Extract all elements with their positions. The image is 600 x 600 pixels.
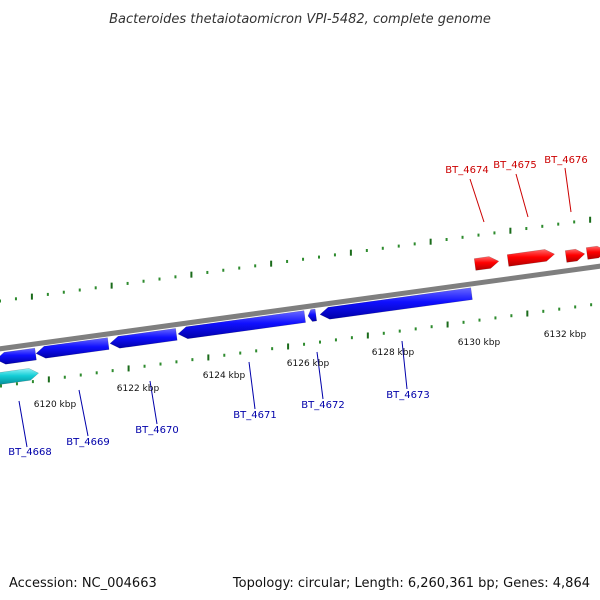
reverse-strand-genes [0,287,473,365]
reverse-gene-label[interactable]: BT_4671 [233,410,276,421]
reverse-label-leader [149,380,158,425]
reverse-gene-arrow[interactable] [35,337,110,359]
accession-text: Accession: NC_004663 [9,576,157,591]
reverse-label-leader [78,389,89,437]
kbp-scale-label: 6120 kbp [34,400,77,410]
genome-summary-text: Topology: circular; Length: 6,260,361 bp… [232,576,590,591]
reverse-gene-arrow[interactable] [177,310,306,339]
forward-label-leader [469,178,485,223]
reverse-gene-labels: BT_4668 BT_4669 BT_4670 BT_4671 BT_4672 BT_46… [8,340,430,458]
kbp-scale-label: 6124 kbp [203,371,246,381]
kbp-scale: 6120 kbp 6122 kbp 6124 kbp 6126 kbp 6128 kbp… [34,330,587,410]
forward-gene-label[interactable]: BT_4676 [544,155,587,166]
reverse-label-leader [248,361,256,410]
forward-gene-arrow[interactable] [473,256,500,271]
feature-arrow[interactable] [0,368,40,385]
kbp-scale-label: 6132 kbp [544,330,587,340]
forward-label-leader [564,167,572,213]
kbp-scale-label: 6128 kbp [372,348,415,358]
reverse-gene-label[interactable]: BT_4673 [386,390,429,401]
upper-tick-track [0,216,592,303]
reverse-label-leader [18,400,28,448]
other-features [0,368,40,385]
genome-backbone [0,263,600,352]
kbp-scale-label: 6130 kbp [458,338,501,348]
reverse-gene-arrow[interactable] [319,287,473,320]
forward-label-leader [515,173,529,218]
forward-strand-genes [473,245,600,271]
reverse-gene-label[interactable]: BT_4670 [135,425,178,436]
map-title: Bacteroides thetaiotaomicron VPI-5482, c… [109,12,491,27]
forward-gene-label[interactable]: BT_4674 [445,165,488,176]
kbp-scale-label: 6126 kbp [287,359,330,369]
kbp-scale-label: 6122 kbp [117,384,160,394]
forward-gene-arrow[interactable] [506,249,556,267]
reverse-gene-arrow[interactable] [0,347,37,365]
reverse-gene-arrow[interactable] [109,328,178,349]
reverse-label-leader [401,340,408,390]
reverse-gene-label[interactable]: BT_4669 [66,437,109,448]
reverse-label-leader [316,351,324,400]
lower-tick-track [0,303,593,388]
reverse-gene-label[interactable]: BT_4668 [8,447,51,458]
forward-gene-label[interactable]: BT_4675 [493,160,536,171]
forward-gene-arrow[interactable] [564,248,586,263]
forward-gene-labels: BT_4674 BT_4675 BT_4676 [445,155,588,223]
forward-gene-arrow[interactable] [585,245,600,260]
reverse-gene-arrow[interactable] [307,308,317,322]
reverse-gene-label[interactable]: BT_4672 [301,400,344,411]
